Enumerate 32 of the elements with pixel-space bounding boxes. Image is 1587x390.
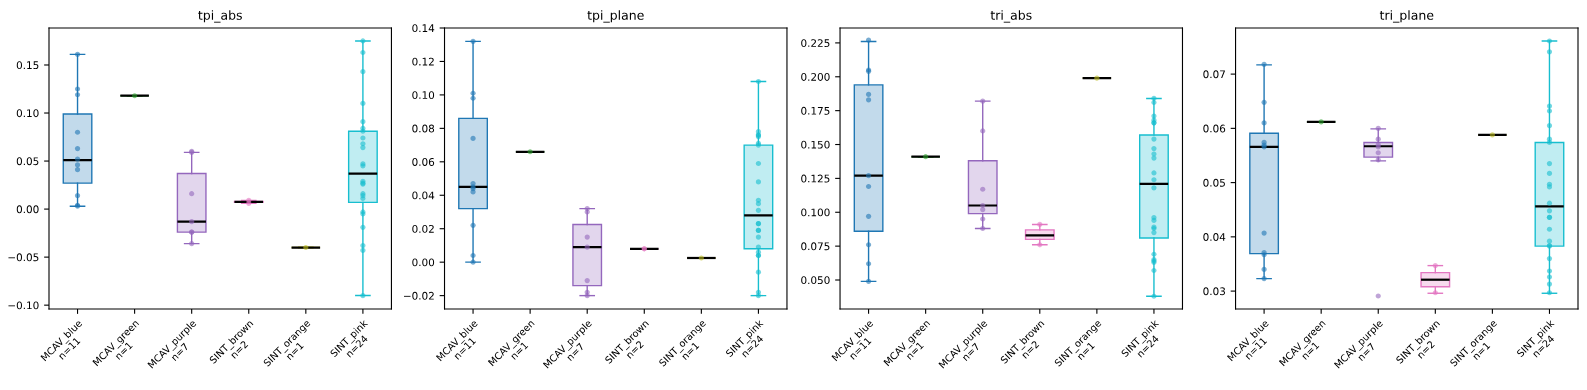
- y-tick-label: 0.00: [412, 258, 435, 267]
- y-tick-label: 0.07: [1203, 70, 1225, 79]
- y-tick-label: 0.03: [1203, 287, 1225, 296]
- y-tick-label: 0.04: [412, 191, 435, 200]
- y-tick-label: 0.06: [1203, 124, 1226, 133]
- y-tick-label: 0.06: [412, 158, 435, 166]
- y-tick-label: 0.05: [1203, 178, 1225, 187]
- y-tick-label: 0.10: [16, 109, 39, 118]
- y-tick-label: −0.05: [8, 253, 39, 262]
- chart-title: tri_plane: [1379, 10, 1434, 23]
- y-tick-label: 0.12: [412, 57, 434, 66]
- y-tick-label: 0.10: [412, 91, 435, 100]
- y-tick-label: 0.050: [801, 276, 830, 285]
- y-tick-label: −0.10: [8, 301, 39, 310]
- y-tick-label: 0.15: [16, 61, 39, 70]
- y-tick-label: 0.150: [801, 140, 830, 149]
- chart-title: tri_abs: [990, 10, 1032, 23]
- y-tick-label: 0.175: [801, 106, 830, 115]
- y-tick-label: 0.125: [801, 174, 830, 183]
- y-tick-label: 0.00: [16, 205, 39, 214]
- y-tick-label: 0.225: [801, 39, 830, 48]
- y-tick-label: 0.14: [412, 24, 435, 33]
- y-tick-label: 0.02: [412, 224, 434, 233]
- y-tick-label: 0.075: [801, 242, 830, 251]
- y-tick-label: 0.05: [16, 157, 39, 166]
- chart-title: tpi_plane: [587, 10, 644, 23]
- y-tick-label: −0.02: [403, 291, 434, 300]
- y-tick-label: 0.200: [801, 73, 830, 81]
- y-tick-label: 0.08: [412, 124, 435, 133]
- chart-title: tpi_abs: [198, 10, 242, 23]
- y-tick-label: 0.100: [801, 208, 830, 217]
- y-tick-label: 0.04: [1203, 233, 1226, 241]
